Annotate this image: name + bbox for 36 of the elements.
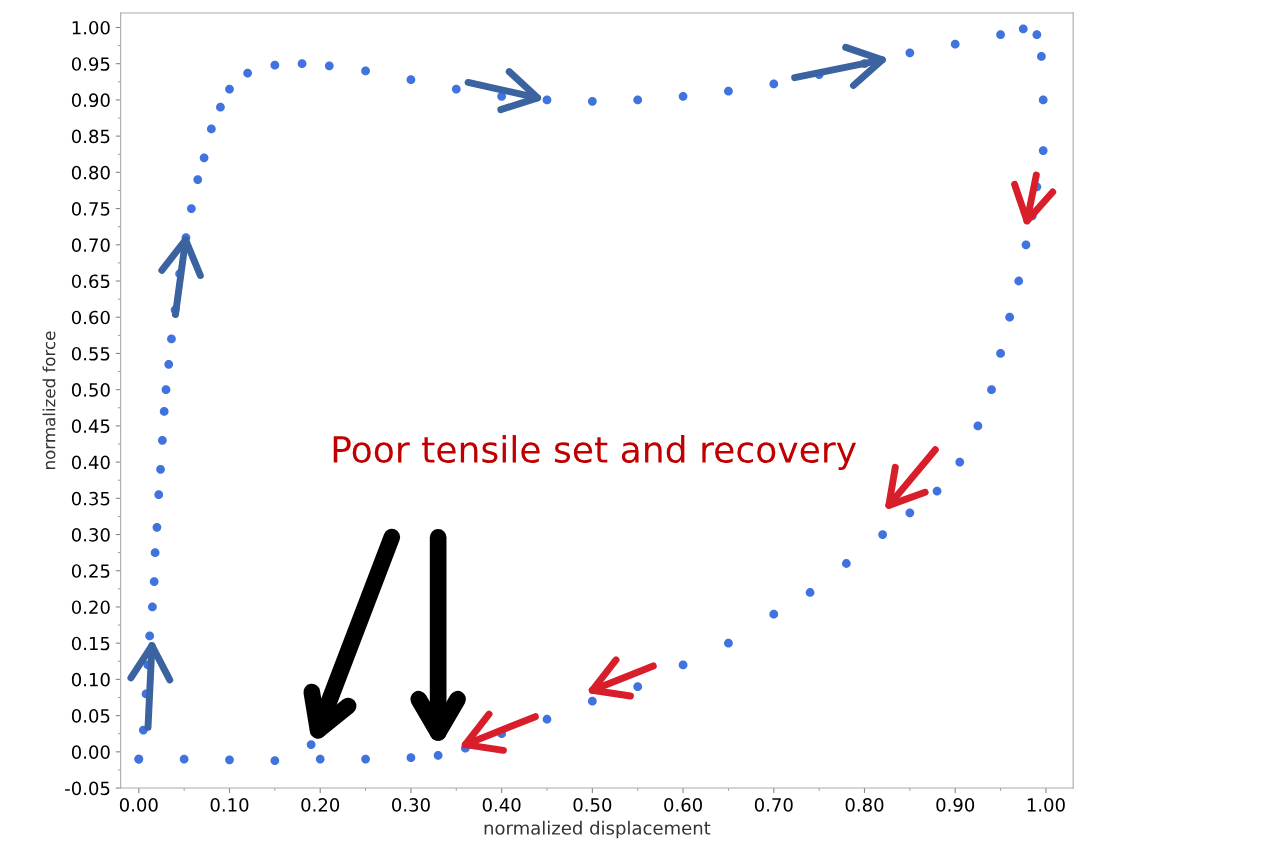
x-tick-label: 0.20	[301, 798, 340, 812]
x-tick-label: 0.30	[392, 798, 430, 812]
x-tick-label: 0.70	[754, 798, 793, 812]
y-tick-label: 0.15	[71, 636, 110, 651]
y-tick-label: 0.40	[71, 455, 110, 470]
annotation: Poor tensile set and recovery	[333, 435, 857, 471]
y-tick-label: 0.55	[71, 346, 110, 361]
y-tick-label: 0.95	[71, 57, 110, 71]
y-tick-label: 0.45	[71, 419, 110, 433]
x-tick-label: 0.10	[210, 798, 249, 812]
y-tick-label: 0.35	[71, 491, 110, 506]
y-tick-label: 0.25	[71, 564, 110, 578]
y-tick-label: 0.60	[71, 310, 110, 325]
y-tick-label: 1.00	[72, 20, 110, 35]
y-tick-label: 0.10	[71, 672, 110, 687]
x-axis-title: normalized displacement	[484, 820, 711, 839]
y-tick-label: 0.90	[71, 93, 110, 108]
x-tick-label: 0.60	[664, 798, 702, 812]
x-tick-label: 1.00	[1027, 798, 1065, 812]
y-tick-label: 0.70	[71, 238, 110, 252]
y-tick-label: 0.75	[71, 202, 110, 216]
y-tick-label: 0.00	[71, 745, 110, 759]
y-tick-label: 0.85	[71, 129, 110, 144]
y-tick-label: -0.05	[65, 781, 110, 796]
x-tick-label: 0.50	[573, 798, 612, 812]
y-tick-label: 0.65	[71, 274, 110, 289]
x-tick-label: 0.00	[119, 798, 158, 812]
y-axis-title: normalized force	[42, 331, 56, 469]
y-tick-label: 0.80	[71, 165, 110, 180]
y-tick-label: 0.20	[71, 600, 110, 615]
x-tick-label: 0.40	[482, 798, 521, 812]
x-tick-label: 0.90	[936, 798, 975, 812]
x-tick-label: 0.80	[845, 798, 884, 812]
y-tick-label: 0.30	[71, 527, 110, 542]
y-tick-label: 0.50	[71, 383, 110, 397]
y-tick-label: 0.05	[71, 709, 110, 723]
